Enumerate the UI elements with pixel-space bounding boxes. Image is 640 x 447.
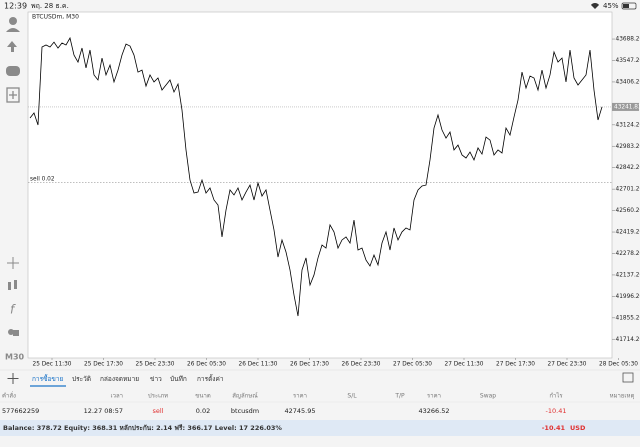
table-cell: btcusdm [231, 407, 259, 415]
objects-icon[interactable] [8, 329, 14, 335]
column-header: Swap [480, 393, 496, 400]
expand-button[interactable] [622, 372, 634, 383]
chart-symbol: BTCUSDm, M30 [32, 14, 79, 21]
column-header: S/L [347, 393, 357, 400]
terminal-tab[interactable]: กล่องจดหมาย [100, 375, 139, 383]
y-tick-label: 42278.20 [616, 251, 640, 257]
current-price-label: 43241.83 [614, 104, 640, 110]
column-header: สัญลักษณ์ [232, 392, 258, 400]
column-header: คำสั่ง [2, 392, 16, 400]
table-cell: -10.41 [546, 407, 567, 415]
x-tick-label: 27 Dec 11:30 [445, 362, 484, 368]
chat-icon[interactable] [6, 66, 20, 76]
x-tick-label: 26 Dec 11:30 [239, 362, 278, 368]
x-tick-label: 25 Dec 17:30 [84, 362, 123, 368]
y-tick-label: 43688.20 [616, 37, 640, 43]
objects-icon-2 [13, 330, 19, 336]
column-header: หมายเหตุ [610, 393, 635, 400]
summary-bar [0, 420, 640, 436]
column-header: ราคา [293, 393, 307, 400]
wifi-icon [591, 3, 599, 9]
current-price-box [612, 102, 639, 111]
x-tick-label: 25 Dec 23:30 [136, 362, 175, 368]
x-tick-label: 27 Dec 23:30 [548, 362, 587, 368]
x-tick-label: 28 Dec 05:30 [599, 362, 638, 368]
y-tick-label: 43406.20 [616, 79, 640, 85]
y-tick-label: 42983.20 [616, 144, 640, 150]
terminal-tab[interactable]: ข่าว [150, 375, 162, 383]
trade-icon[interactable] [7, 41, 17, 52]
account-icon[interactable] [9, 17, 17, 25]
terminal-tab[interactable]: บันทึก [170, 375, 187, 383]
y-tick-label: 43547.20 [616, 58, 640, 64]
account-icon-body [6, 28, 20, 32]
column-header: ขนาด [195, 393, 211, 400]
battery-icon [621, 2, 637, 10]
y-tick-label: 42560.20 [616, 208, 640, 214]
y-tick-label: 42842.20 [616, 165, 640, 171]
chart-panel [27, 11, 613, 359]
y-tick-label: 42419.20 [616, 230, 640, 236]
new-order-icon[interactable] [6, 87, 20, 103]
table-cell[interactable]: 577662259 [2, 407, 39, 415]
y-tick-label: 42701.20 [616, 187, 640, 193]
crosshair-icon[interactable] [7, 257, 19, 269]
column-header: ราคา [427, 393, 441, 400]
table-cell: 43266.52 [418, 407, 449, 415]
y-tick-label: 41714.20 [616, 337, 640, 343]
y-tick-label: 42137.20 [616, 272, 640, 278]
table-cell: 42745.95 [284, 407, 315, 415]
total-profit: -10.41 [542, 424, 566, 432]
table-cell: sell [153, 407, 164, 415]
terminal-tab[interactable]: การตั้งค่า [197, 374, 224, 383]
x-tick-label: 26 Dec 17:30 [290, 362, 329, 368]
column-header: ประเภท [148, 393, 168, 400]
add-button[interactable] [7, 373, 19, 384]
new-order-plus [9, 91, 17, 99]
left-toolbar: f M30 [5, 17, 25, 362]
table-cell: 12.27 08:57 [84, 407, 123, 415]
order-label: sell 0.02 [30, 176, 55, 182]
terminal-tab[interactable]: การซื้อขาย [32, 374, 63, 383]
x-tick-label: 27 Dec 17:30 [496, 362, 535, 368]
battery-level: 45% [603, 2, 619, 10]
table-cell: 0.02 [196, 407, 210, 415]
candles-icon-2 [14, 280, 17, 289]
column-header: เวลา [111, 393, 123, 400]
candles-icon[interactable] [8, 282, 11, 290]
account-summary: Balance: 378.72 Equity: 368.31 หลักประกั… [3, 424, 282, 432]
terminal-tab[interactable]: ประวัติ [72, 375, 91, 383]
y-tick-label: 41996.20 [616, 294, 640, 300]
column-header: T/P [394, 393, 405, 400]
y-tick-label: 43124.20 [616, 122, 640, 128]
column-header: กำไร [549, 392, 563, 400]
indicator-icon[interactable]: f [10, 303, 16, 317]
x-tick-label: 26 Dec 23:30 [342, 362, 381, 368]
battery-fill [623, 4, 629, 8]
date: พฤ. 28 ธ.ค. [31, 2, 69, 10]
price-line [29, 36, 603, 317]
x-tick-label: 25 Dec 11:30 [33, 362, 72, 368]
x-tick-label: 26 Dec 05:30 [187, 362, 226, 368]
timeframe-button[interactable]: M30 [5, 353, 25, 362]
clock: 12:39 [4, 2, 27, 11]
currency: USD [570, 424, 586, 432]
y-tick-label: 41855.20 [616, 315, 640, 321]
x-tick-label: 27 Dec 05:30 [393, 362, 432, 368]
